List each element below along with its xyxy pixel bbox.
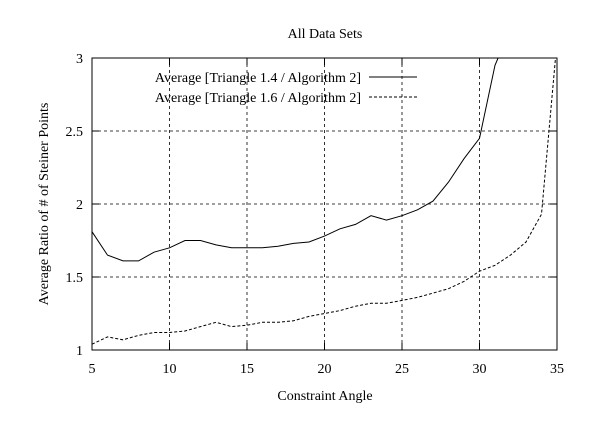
x-tick-label: 25 — [395, 362, 409, 377]
y-tick-label: 1.5 — [66, 271, 84, 286]
y-tick-label: 3 — [76, 52, 83, 67]
axis-ticks: 5 10 15 20 25 30 35 1 1.5 2 2.5 3 — [66, 52, 565, 377]
x-tick-label: 5 — [89, 362, 96, 377]
x-tick-label: 10 — [163, 362, 177, 377]
legend-label-2: Average [Triangle 1.6 / Algorithm 2] — [155, 91, 361, 106]
x-tick-label: 20 — [318, 362, 332, 377]
series-layer — [91, 57, 556, 345]
series-line-2 — [91, 57, 556, 345]
x-tick-label: 35 — [550, 362, 564, 377]
x-tick-label: 15 — [240, 362, 254, 377]
legend-label-1: Average [Triangle 1.4 / Algorithm 2] — [155, 71, 361, 86]
chart-title: All Data Sets — [288, 27, 363, 42]
grid-lines — [92, 58, 557, 350]
series-line-1 — [91, 57, 499, 262]
y-tick-label: 2 — [76, 198, 83, 213]
x-axis-label: Constraint Angle — [277, 389, 372, 404]
y-tick-label: 1 — [76, 344, 83, 359]
x-tick-label: 30 — [473, 362, 487, 377]
y-axis-label: Average Ratio of # of Steiner Points — [37, 103, 52, 306]
y-tick-label: 2.5 — [66, 125, 84, 140]
plot-frame — [91, 57, 558, 351]
legend: Average [Triangle 1.4 / Algorithm 2] Aver… — [155, 71, 417, 106]
